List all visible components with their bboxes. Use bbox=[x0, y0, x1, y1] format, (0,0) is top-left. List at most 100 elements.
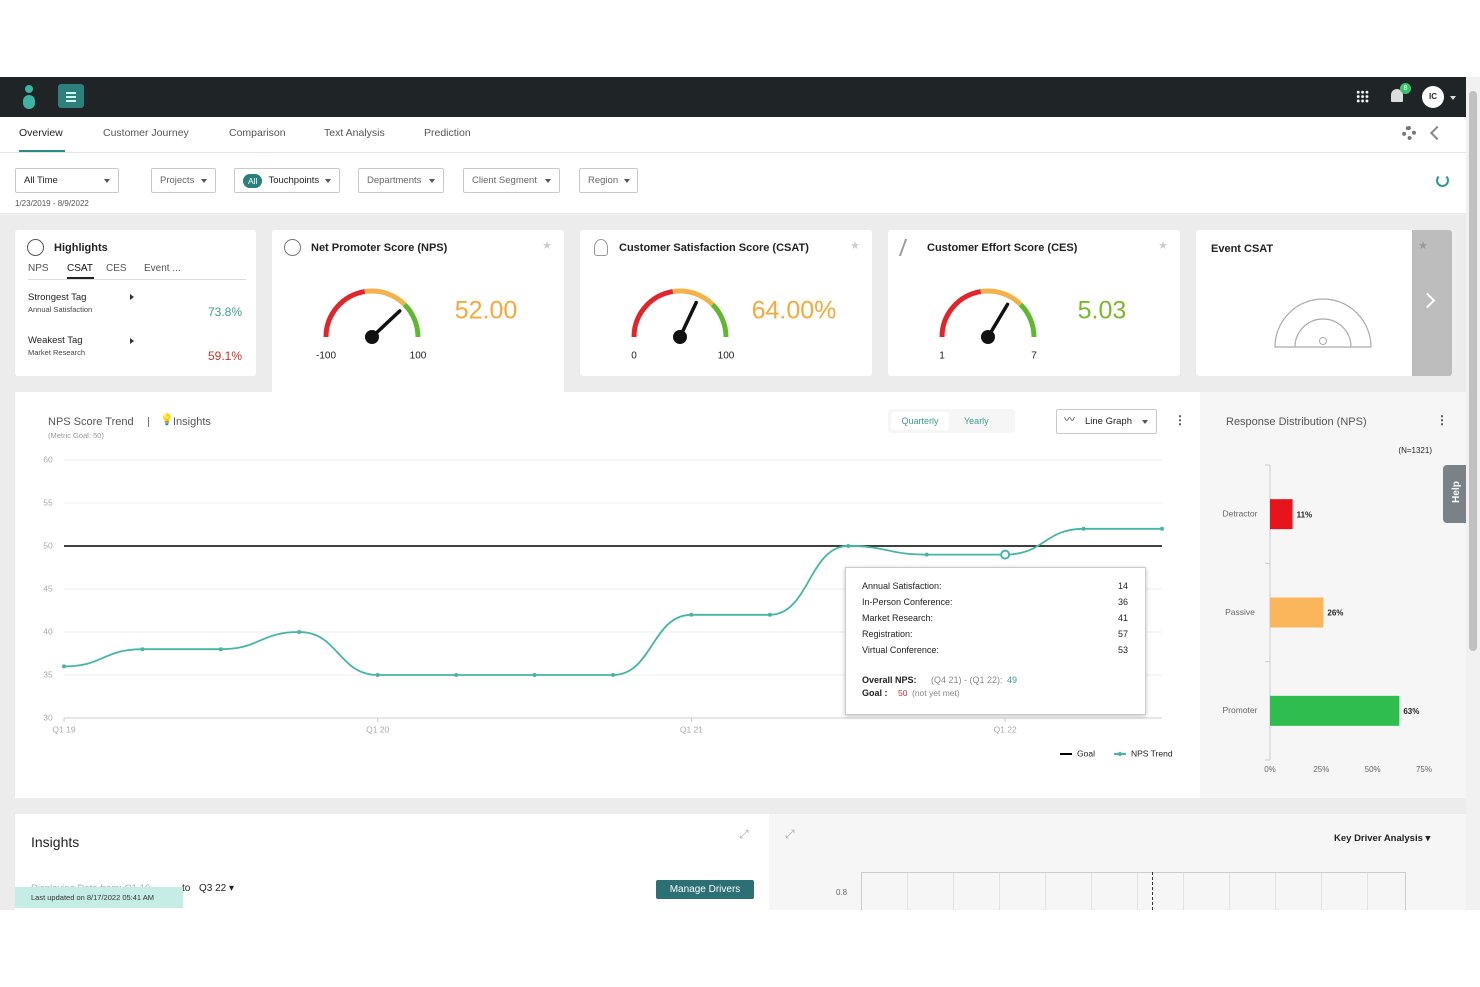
insights-link[interactable]: Insights bbox=[173, 417, 211, 428]
subtab[interactable]: CES bbox=[106, 264, 127, 274]
insights-title: Insights bbox=[31, 835, 79, 849]
key-driver-title: Key Driver Analysis bbox=[1334, 833, 1423, 844]
client-segment-label: Client Segment bbox=[472, 175, 537, 186]
avatar[interactable]: IC bbox=[1422, 86, 1444, 108]
card-title: Net Promoter Score (NPS) bbox=[311, 242, 447, 254]
tooltip-row-value: 14 bbox=[1118, 582, 1128, 591]
tab[interactable]: Comparison bbox=[229, 128, 286, 139]
card-title: Customer Effort Score (CES) bbox=[927, 242, 1077, 254]
expand-icon[interactable]: ⤢ bbox=[785, 828, 795, 840]
overall-label: Overall NPS: bbox=[862, 676, 917, 685]
menu-line bbox=[66, 92, 76, 94]
refresh-icon[interactable] bbox=[1436, 174, 1449, 187]
tooltip-row-label: Market Research: bbox=[862, 614, 933, 623]
key-driver-panel: ⤢ Key Driver Analysis ▾ 0.8 bbox=[769, 814, 1466, 910]
scroll-thumb[interactable] bbox=[1469, 91, 1477, 651]
tag-label[interactable]: Strongest Tag bbox=[28, 293, 86, 303]
goal-value: 50 bbox=[898, 689, 907, 698]
touchpoints-label: Touchpoints bbox=[268, 175, 319, 186]
caret bbox=[130, 294, 137, 300]
goal-label: Goal : bbox=[862, 689, 888, 698]
menu-button[interactable] bbox=[58, 84, 84, 108]
subtab[interactable]: CSAT bbox=[67, 264, 93, 274]
subtab[interactable]: Event ... bbox=[144, 264, 181, 274]
highlights-title: Highlights bbox=[54, 242, 108, 254]
tooltip-row-value: 53 bbox=[1118, 646, 1128, 655]
card-icon bbox=[284, 239, 301, 256]
to-value[interactable]: Q3 22 ▾ bbox=[199, 884, 234, 894]
tooltip-row-value: 36 bbox=[1118, 598, 1128, 607]
overall-value: 49 bbox=[1007, 676, 1017, 685]
date-range: 1/23/2019 - 8/9/2022 bbox=[15, 200, 89, 208]
tab[interactable]: Text Analysis bbox=[324, 128, 385, 139]
trend-title: NPS Score Trend bbox=[48, 417, 134, 428]
distribution-title: Response Distribution (NPS) bbox=[1226, 417, 1367, 428]
card-title: Event CSAT bbox=[1211, 243, 1273, 255]
goal-note: (not yet met) bbox=[912, 689, 960, 698]
scrollbar[interactable] bbox=[1466, 77, 1480, 910]
tab[interactable]: Prediction bbox=[424, 128, 471, 139]
key-driver-dropdown[interactable]: Key Driver Analysis ▾ bbox=[1334, 834, 1430, 844]
time-dropdown[interactable]: All Time bbox=[15, 168, 119, 193]
star-icon[interactable]: ★ bbox=[1418, 241, 1428, 252]
more-icon[interactable]: ⋮ bbox=[1174, 414, 1186, 426]
all-pill: All bbox=[243, 174, 262, 188]
tooltip-row-label: In-Person Conference: bbox=[862, 598, 953, 607]
ces-card[interactable]: Customer Effort Score (CES) ★ bbox=[888, 230, 1180, 376]
share-icon[interactable] bbox=[1430, 126, 1444, 140]
csat-card[interactable]: Customer Satisfaction Score (CSAT) ★ bbox=[580, 230, 872, 376]
star-icon[interactable]: ★ bbox=[850, 241, 860, 252]
region-dropdown[interactable]: Region bbox=[579, 168, 638, 193]
divider bbox=[28, 279, 246, 280]
tag-sub: Market Research bbox=[28, 349, 85, 357]
to-label: to bbox=[182, 884, 190, 894]
tab[interactable]: Customer Journey bbox=[103, 128, 189, 139]
tag-sub: Annual Satisfaction bbox=[28, 306, 92, 314]
star-icon[interactable]: ★ bbox=[542, 241, 552, 252]
highlights-card: Highlights NPS CSAT CES Event ... Strong… bbox=[15, 230, 256, 376]
logo-dot bbox=[25, 85, 33, 93]
bulb-icon: 💡 bbox=[160, 415, 174, 426]
tooltip-row-value: 57 bbox=[1118, 630, 1128, 639]
tag-value: 73.8% bbox=[208, 306, 242, 318]
more-icon[interactable]: ⋮ bbox=[1436, 414, 1448, 426]
help-tab[interactable]: Help bbox=[1443, 465, 1466, 523]
menu-line bbox=[66, 96, 76, 98]
tooltip: Annual Satisfaction: 14 In-Person Conferen… bbox=[845, 567, 1146, 715]
key-driver-y-tick: 0.8 bbox=[836, 889, 847, 897]
nps-card[interactable]: Net Promoter Score (NPS) ★ bbox=[272, 230, 564, 392]
tooltip-row-label: Annual Satisfaction: bbox=[862, 582, 942, 591]
apps-icon[interactable] bbox=[1356, 90, 1369, 103]
time-label: All Time bbox=[24, 175, 58, 186]
highlights-icon bbox=[27, 239, 44, 256]
card-icon bbox=[594, 239, 608, 256]
graph-type-label: Line Graph bbox=[1085, 416, 1132, 427]
top-nav: 8 IC bbox=[0, 77, 1466, 117]
tab[interactable]: Overview bbox=[19, 128, 63, 139]
help-label: Help bbox=[1452, 481, 1462, 503]
toast: Last updated on 8/17/2022 05:41 AM bbox=[15, 887, 183, 908]
period-toggle: Quarterly Yearly bbox=[888, 409, 1015, 433]
tooltip-row-label: Virtual Conference: bbox=[862, 646, 939, 655]
sample-size: (N=1321) bbox=[1398, 447, 1432, 455]
tooltip-row-label: Registration: bbox=[862, 630, 913, 639]
subtab[interactable]: NPS bbox=[28, 264, 49, 274]
manage-drivers-button[interactable]: Manage Drivers bbox=[656, 880, 754, 899]
tab-bar: Overview Customer Journey Comparison Tex… bbox=[0, 117, 1466, 153]
period-option[interactable]: Yearly bbox=[964, 417, 989, 426]
logo bbox=[23, 95, 35, 109]
tag-label[interactable]: Weakest Tag bbox=[28, 336, 83, 346]
client-segment-dropdown[interactable]: Client Segment bbox=[463, 168, 560, 193]
touchpoints-dropdown[interactable]: All Touchpoints bbox=[234, 168, 340, 193]
event-csat-card[interactable]: Event CSAT ★ bbox=[1196, 230, 1452, 376]
tag-value: 59.1% bbox=[208, 350, 242, 362]
period-option[interactable]: Quarterly bbox=[891, 412, 949, 430]
departments-dropdown[interactable]: Departments bbox=[358, 168, 444, 193]
projects-dropdown[interactable]: Projects bbox=[151, 168, 216, 193]
settings-icon[interactable] bbox=[1402, 126, 1416, 140]
expand-icon[interactable]: ⤢ bbox=[739, 828, 749, 840]
caret bbox=[130, 338, 137, 344]
star-icon[interactable]: ★ bbox=[1158, 241, 1168, 252]
